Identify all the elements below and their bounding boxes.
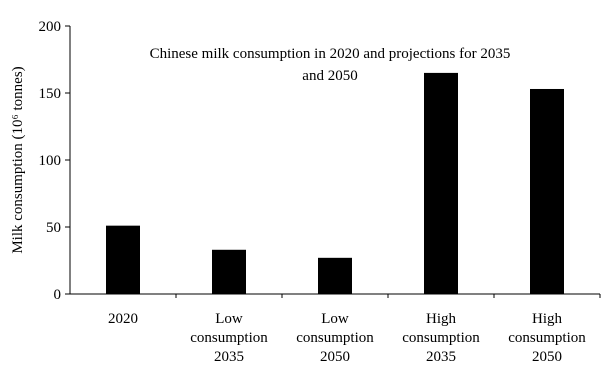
x-category-label: 2020: [108, 311, 138, 327]
x-category-label: Low consumption 2050: [296, 311, 374, 365]
bar: [530, 88, 564, 294]
bars-group: [106, 72, 564, 295]
bar: [106, 225, 140, 294]
y-tick-label: 150: [39, 86, 62, 102]
chart-title: Chinese milk consumption in 2020 and pro…: [150, 46, 511, 84]
chart-title-line: and 2050: [302, 68, 357, 84]
x-category-label: Low consumption 2035: [190, 311, 268, 365]
y-axis-ticks: 0 50 100 150 200: [39, 19, 70, 303]
bar: [318, 257, 352, 294]
x-category-label: High consumption 2035: [402, 311, 480, 365]
bar: [424, 72, 458, 295]
y-tick-label: 50: [46, 220, 61, 236]
bar: [212, 249, 246, 294]
chart-title-line: Chinese milk consumption in 2020 and pro…: [150, 46, 511, 62]
x-category-label: High consumption 2050: [508, 311, 586, 365]
y-tick-label: 0: [54, 287, 62, 303]
x-axis-labels: 2020 Low consumption 2035 Low consumption 2050…: [108, 294, 601, 365]
y-tick-label: 200: [39, 19, 62, 35]
y-axis-title: Milk consumption (10⁶ tonnes): [10, 66, 26, 253]
y-tick-label: 100: [39, 153, 62, 169]
